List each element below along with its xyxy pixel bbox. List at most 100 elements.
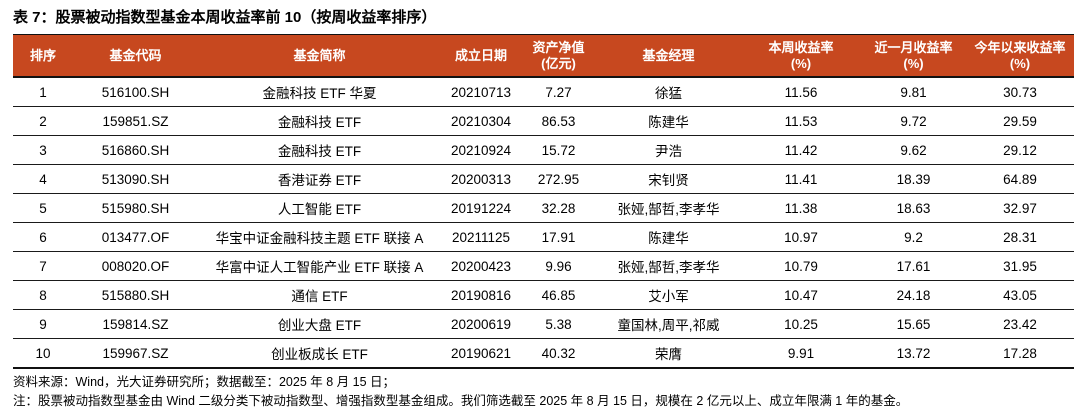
column-header-rank: 排序 — [13, 34, 73, 78]
table-cell: 008020.OF — [73, 251, 198, 281]
table-cell: 24.18 — [861, 280, 966, 310]
table-row: 7 008020.OF 华富中证人工智能产业 ETF 联接 A 20200423 9.9… — [13, 251, 1074, 281]
table-cell: 20200423 — [441, 251, 521, 281]
table-cell: 9.81 — [861, 77, 966, 107]
table-cell: 10 — [35, 345, 51, 361]
table-row: 6 013477.OF 华宝中证金融科技主题 ETF 联接 A 20211125 17.… — [13, 222, 1074, 252]
column-header-net-assets: 资产净值 (亿元) — [521, 34, 596, 78]
table-title: 表 7：股票被动指数型基金本周收益率前 10（按周收益率排序） — [13, 9, 437, 26]
table-row: 10 159967.SZ 创业板成长 ETF 20190621 40.32 荣膺 9.91 1… — [13, 339, 1074, 369]
table-cell: 159814.SZ — [73, 309, 198, 339]
table-cell: 2 — [13, 106, 73, 136]
column-header-weekly-return: 本周收益率 (%) — [741, 34, 861, 78]
table-cell: 013477.OF — [73, 222, 198, 252]
table-cell: 张娅,郜哲,李孝华 — [596, 193, 741, 223]
table-cell: 童国林,周平,祁威 — [596, 309, 741, 339]
table-cell: 23.42 — [966, 309, 1074, 339]
table-cell: 10.25 — [741, 309, 861, 339]
table-cell: 6 — [13, 222, 73, 252]
table-cell: 20211125 — [441, 222, 521, 252]
table-cell: 13.72 — [896, 345, 931, 361]
table-cell: 20200313 — [441, 164, 521, 194]
table-cell: 20191224 — [441, 193, 521, 223]
table-cell: 5 — [13, 193, 73, 223]
table-cell: 9.96 — [521, 251, 596, 281]
table-cell: 20210304 — [441, 106, 521, 136]
table-cell: 29.12 — [966, 135, 1074, 165]
table-cell: 张娅,郜哲,李孝华 — [596, 251, 741, 281]
table-cell: 159851.SZ — [73, 106, 198, 136]
table-cell: 516100.SH — [73, 77, 198, 107]
table-cell: 3 — [13, 135, 73, 165]
table-row: 5 515980.SH 人工智能 ETF 20191224 32.28 张娅,郜哲,李孝华… — [13, 193, 1074, 223]
table-cell: 香港证券 ETF — [198, 164, 441, 194]
table-cell: 8 — [13, 280, 73, 310]
table-cell: 28.31 — [966, 222, 1074, 252]
table-cell: 17.91 — [521, 222, 596, 252]
table-cell: 1 — [13, 77, 73, 107]
table-cell: 43.05 — [966, 280, 1074, 310]
table-cell: 11.42 — [741, 135, 861, 165]
table-cell: 9.72 — [861, 106, 966, 136]
table-cell: 10.47 — [741, 280, 861, 310]
table-cell: 9.91 — [787, 345, 815, 361]
table-cell: 10.97 — [741, 222, 861, 252]
table-cell: 20210924 — [441, 135, 521, 165]
table-cell: 华宝中证金融科技主题 ETF 联接 A — [198, 222, 441, 252]
table-cell: 艾小军 — [596, 280, 741, 310]
column-header-ytd-return: 今年以来收益率 (%) — [966, 34, 1074, 78]
table-cell: 29.59 — [966, 106, 1074, 136]
table-cell: 金融科技 ETF — [198, 135, 441, 165]
table-cell: 9.2 — [861, 222, 966, 252]
table-cell: 20190816 — [441, 280, 521, 310]
footnotes: 资料来源：Wind，光大证券研究所；数据截至：2025 年 8 月 15 日； … — [13, 373, 1074, 411]
table-row: 8 515880.SH 通信 ETF 20190816 46.85 艾小军 10.47 24.… — [13, 280, 1074, 310]
column-header-fund-manager: 基金经理 — [596, 34, 741, 78]
table-cell: 5.38 — [521, 309, 596, 339]
table-cell: 86.53 — [521, 106, 596, 136]
table-cell: 516860.SH — [73, 135, 198, 165]
table-cell: 尹浩 — [596, 135, 741, 165]
table-cell: 159967.SZ — [102, 345, 169, 361]
table-cell: 陈建华 — [596, 106, 741, 136]
table-cell: 40.32 — [541, 345, 576, 361]
table-cell: 通信 ETF — [198, 280, 441, 310]
table-cell: 陈建华 — [596, 222, 741, 252]
table-cell: 18.63 — [861, 193, 966, 223]
column-header-fund-name: 基金简称 — [198, 34, 441, 78]
table-row: 2 159851.SZ 金融科技 ETF 20210304 86.53 陈建华 11.53 9… — [13, 106, 1074, 136]
table-cell: 272.95 — [521, 164, 596, 194]
table-cell: 金融科技 ETF 华夏 — [198, 77, 441, 107]
table-cell: 20210713 — [441, 77, 521, 107]
table-cell: 17.28 — [1003, 345, 1037, 361]
footnote-note: 注：股票被动指数型基金由 Wind 二级分类下被动指数型、增强指数型基金组成。我… — [13, 394, 909, 408]
table-cell: 20200619 — [441, 309, 521, 339]
table-cell: 64.89 — [966, 164, 1074, 194]
table-cell: 10.79 — [741, 251, 861, 281]
table-cell: 4 — [13, 164, 73, 194]
table-cell: 32.97 — [966, 193, 1074, 223]
column-header-inception-date: 成立日期 — [441, 34, 521, 78]
table-cell: 创业板成长 ETF — [271, 347, 368, 362]
table-cell: 11.56 — [741, 77, 861, 107]
table-cell: 金融科技 ETF — [198, 106, 441, 136]
table-row: 1 516100.SH 金融科技 ETF 华夏 20210713 7.27 徐猛 11.56… — [13, 77, 1074, 107]
table-cell: 20190621 — [450, 345, 512, 361]
table-cell: 7 — [13, 251, 73, 281]
table-cell: 创业大盘 ETF — [198, 309, 441, 339]
table-cell: 宋钊贤 — [596, 164, 741, 194]
fund-ranking-table: 排序 基金代码 基金简称 成立日期 资产净值 (亿元) 基金经理 本周收益率 (… — [13, 34, 1074, 369]
table-cell: 11.41 — [741, 164, 861, 194]
table-cell: 华富中证人工智能产业 ETF 联接 A — [198, 251, 441, 281]
table-cell: 30.73 — [966, 77, 1074, 107]
table-cell: 7.27 — [521, 77, 596, 107]
table-cell: 515980.SH — [73, 193, 198, 223]
table-cell: 11.53 — [741, 106, 861, 136]
table-body: 1 516100.SH 金融科技 ETF 华夏 20210713 7.27 徐猛 11.56… — [13, 77, 1074, 368]
table-cell: 515880.SH — [73, 280, 198, 310]
table-row: 3 516860.SH 金融科技 ETF 20210924 15.72 尹浩 11.42 9.… — [13, 135, 1074, 165]
table-row: 4 513090.SH 香港证券 ETF 20200313 272.95 宋钊贤 11.41… — [13, 164, 1074, 194]
table-cell: 9.62 — [861, 135, 966, 165]
table-cell: 15.72 — [521, 135, 596, 165]
